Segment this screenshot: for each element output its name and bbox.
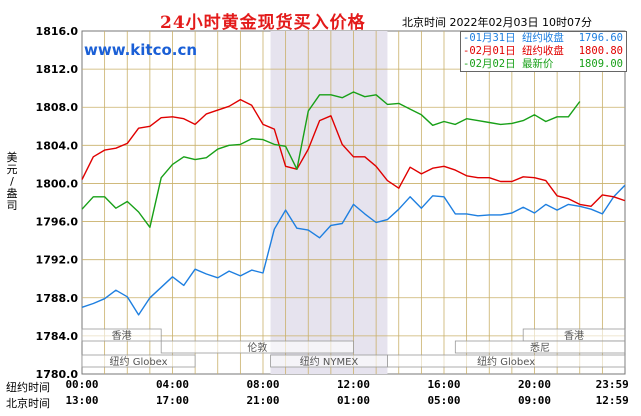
timestamp-value: 2022年02月03日 10时07分	[449, 16, 592, 29]
ny-time-label: 纽约时间	[6, 381, 50, 394]
x-tick-label-ny: 04:00	[156, 378, 189, 391]
y-tick-label: 1788.0	[36, 292, 79, 305]
session-bar: 香港	[81, 328, 162, 342]
x-tick-label-bj: 17:00	[156, 394, 189, 407]
session-bar: 香港	[522, 328, 626, 342]
session-bar-label: 纽约 Globex	[477, 355, 535, 368]
legend-label: 纽约收盘	[521, 45, 564, 57]
session-bar-label: 香港	[112, 330, 132, 342]
legend-date: -02月01日	[463, 45, 516, 57]
legend-item: -01月31日 纽约收盘 1796.60	[463, 32, 626, 45]
session-bar-rect	[81, 328, 162, 342]
session-bar-label: 伦敦	[247, 341, 267, 354]
chart-title: 24小时黄金现货买入价格	[160, 13, 366, 33]
session-bar: 悉尼	[454, 340, 626, 354]
session-bar-rect	[81, 354, 196, 368]
x-tick-label-bj: 09:00	[518, 394, 551, 407]
x-tick-label-ny: 16:00	[427, 378, 460, 391]
site-url[interactable]: www.kitco.cn	[84, 41, 198, 59]
x-tick-label-ny: 23:59	[596, 378, 629, 391]
x-tick-label-ny: 20:00	[518, 378, 551, 391]
legend-value: 1796.60	[578, 32, 623, 44]
session-bar: 纽约 NYMEX	[270, 354, 388, 368]
nymex-shade	[270, 31, 388, 374]
series-line	[81, 98, 626, 208]
x-tick-label-bj: 21:00	[246, 394, 279, 407]
y-tick-label: 1792.0	[36, 254, 79, 267]
legend-value: 1800.80	[578, 45, 623, 57]
x-tick-label-bj: 12:59	[596, 394, 629, 407]
session-bar-rect	[454, 340, 626, 354]
y-tick-label: 1804.0	[36, 139, 79, 152]
y-tick-label: 1812.0	[36, 63, 79, 76]
session-bar-label: 悉尼	[530, 342, 550, 354]
x-tick-label-ny: 12:00	[337, 378, 370, 391]
y-tick-label: 1800.0	[36, 177, 79, 190]
session-bar-label: 香港	[564, 330, 584, 342]
legend-item: -02月02日 最新价 1809.00	[463, 58, 626, 71]
y-unit-char: 司	[6, 199, 18, 212]
session-bar-rect	[387, 354, 626, 368]
y-unit-char: 元	[6, 163, 18, 176]
x-tick-label-bj: 13:00	[65, 394, 98, 407]
y-axis-unit: 美 元 / 盎 司	[5, 152, 19, 212]
y-unit-char: 美	[6, 151, 18, 164]
series-line	[81, 91, 581, 229]
x-tick-label-ny: 00:00	[65, 378, 98, 391]
x-tick-label-bj: 01:00	[337, 394, 370, 407]
series-line	[81, 184, 626, 316]
bj-time-label: 北京时间	[6, 397, 50, 410]
y-tick-label: 1796.0	[36, 216, 79, 229]
x-tick-label-ny: 08:00	[246, 378, 279, 391]
legend-item: -02月01日 纽约收盘 1800.80	[463, 45, 626, 58]
y-unit-char: 盎	[6, 187, 18, 200]
legend-date: -02月02日	[463, 58, 516, 70]
y-unit-char: /	[10, 175, 14, 188]
legend-date: -01月31日	[463, 32, 516, 44]
y-tick-label: 1780.0	[36, 368, 79, 381]
legend-value: 1809.00	[578, 58, 623, 70]
legend-label: 最新价	[521, 58, 554, 70]
session-bar-label: 纽约 NYMEX	[300, 355, 359, 368]
session-bar: 纽约 Globex	[387, 354, 626, 368]
session-bar-rect	[160, 340, 354, 354]
session-bar-label: 纽约 Globex	[110, 355, 168, 368]
session-bar: 纽约 Globex	[81, 354, 196, 368]
timestamp: 北京时间 2022年02月03日 10时07分	[402, 14, 592, 30]
x-tick-label-bj: 05:00	[427, 394, 460, 407]
y-tick-label: 1816.0	[36, 25, 79, 38]
legend-label: 纽约收盘	[521, 32, 564, 44]
session-bar: 伦敦	[160, 340, 354, 354]
y-tick-label: 1808.0	[36, 101, 79, 114]
timestamp-label: 北京时间	[402, 16, 446, 29]
y-tick-label: 1784.0	[36, 330, 79, 343]
legend: -01月31日 纽约收盘 1796.60 -02月01日 纽约收盘 1800.8…	[460, 31, 627, 72]
